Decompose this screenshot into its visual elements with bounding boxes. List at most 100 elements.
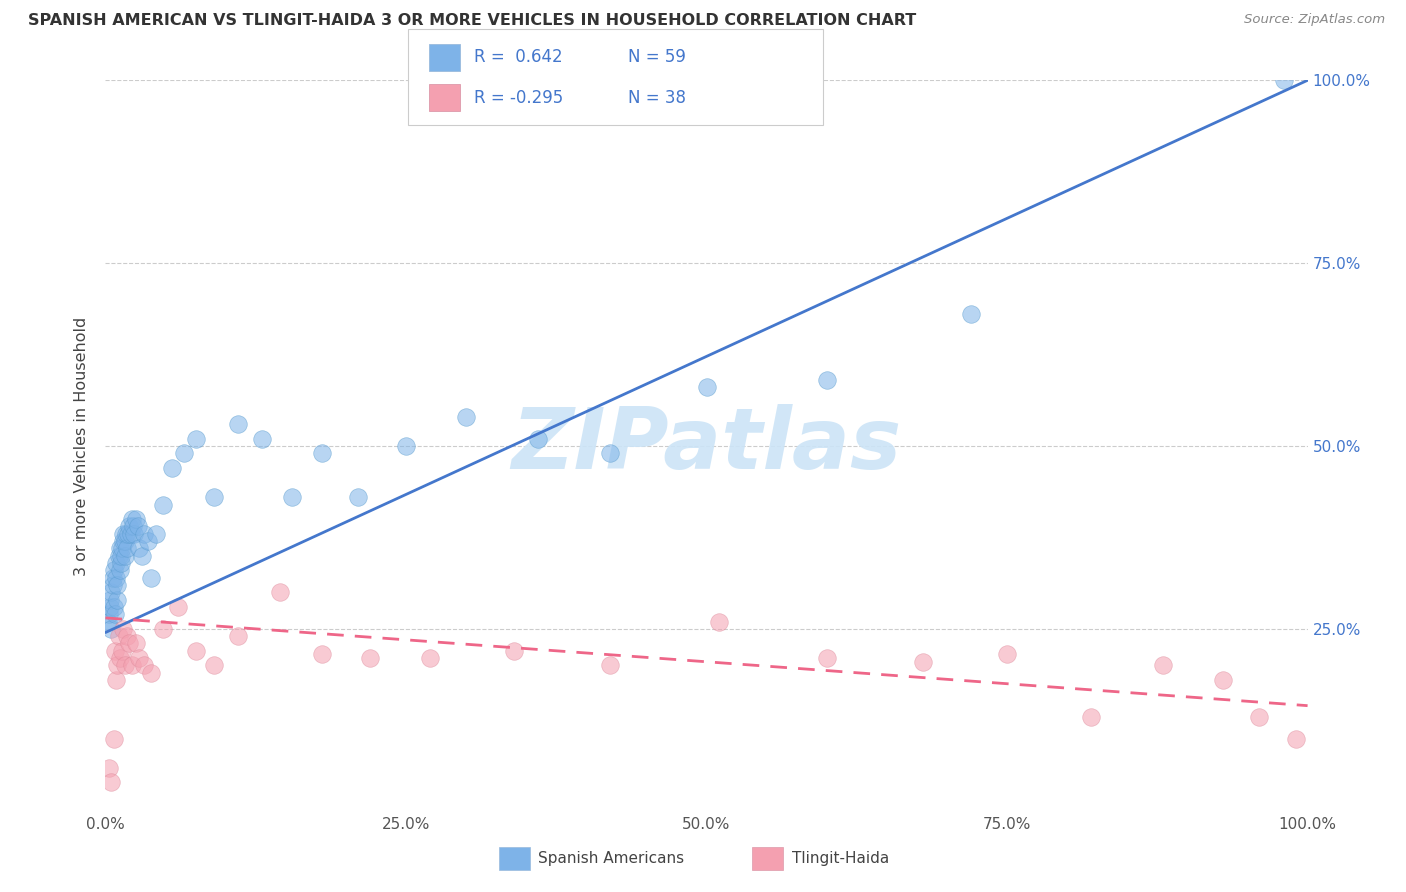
Point: [100, 775, 122, 789]
Point: [105, 673, 128, 687]
Point: [107, 629, 129, 643]
Point: [110, 556, 132, 570]
Point: [103, 731, 125, 746]
Point: [105, 571, 128, 585]
Point: [226, 417, 249, 431]
Point: [98, 592, 121, 607]
Point: [98, 599, 121, 614]
Point: [107, 549, 129, 563]
Point: [114, 549, 136, 563]
Point: [1152, 658, 1174, 673]
Point: [121, 658, 143, 673]
Point: [115, 541, 138, 556]
Point: [112, 526, 135, 541]
Point: [599, 446, 621, 460]
Point: [152, 622, 174, 636]
Point: [269, 585, 291, 599]
Point: [139, 571, 162, 585]
Point: [120, 526, 142, 541]
Point: [107, 592, 129, 607]
Point: [503, 644, 526, 658]
Point: [359, 651, 381, 665]
Point: [124, 512, 146, 526]
Point: [131, 549, 153, 563]
Point: [108, 563, 131, 577]
Point: [122, 519, 145, 533]
Text: Tlingit-Haida: Tlingit-Haida: [792, 851, 889, 865]
Point: [114, 658, 136, 673]
Point: [226, 629, 249, 643]
Point: [1080, 709, 1102, 723]
Point: [311, 648, 333, 662]
Point: [132, 526, 155, 541]
Point: [696, 380, 718, 394]
Point: [127, 519, 149, 533]
Point: [281, 490, 304, 504]
Point: [815, 373, 838, 387]
Point: [202, 490, 225, 504]
Point: [107, 658, 129, 673]
Text: N = 59: N = 59: [628, 48, 686, 67]
Point: [1212, 673, 1234, 687]
Point: [121, 512, 143, 526]
Point: [202, 658, 225, 673]
Text: Spanish Americans: Spanish Americans: [538, 851, 685, 865]
Y-axis label: 3 or more Vehicles in Household: 3 or more Vehicles in Household: [75, 317, 90, 575]
Point: [995, 648, 1018, 662]
Point: [111, 541, 134, 556]
Point: [166, 599, 188, 614]
Text: ZIPatlas: ZIPatlas: [512, 404, 901, 488]
Point: [98, 607, 121, 622]
Point: [100, 585, 122, 599]
Point: [115, 629, 138, 643]
Point: [184, 432, 207, 446]
Point: [100, 622, 122, 636]
Point: [1249, 709, 1271, 723]
Point: [347, 490, 370, 504]
Point: [152, 498, 174, 512]
Text: Source: ZipAtlas.com: Source: ZipAtlas.com: [1244, 13, 1385, 27]
Point: [101, 571, 124, 585]
Point: [527, 432, 550, 446]
Point: [108, 541, 131, 556]
Point: [911, 655, 934, 669]
Text: R =  0.642: R = 0.642: [474, 48, 562, 67]
Point: [145, 526, 167, 541]
Point: [110, 549, 132, 563]
Point: [98, 761, 121, 775]
Point: [250, 432, 273, 446]
Point: [124, 636, 146, 650]
Point: [419, 651, 441, 665]
Point: [311, 446, 333, 460]
Point: [112, 534, 135, 549]
Point: [173, 446, 195, 460]
Text: N = 38: N = 38: [628, 88, 686, 107]
Text: SPANISH AMERICAN VS TLINGIT-HAIDA 3 OR MORE VEHICLES IN HOUSEHOLD CORRELATION CH: SPANISH AMERICAN VS TLINGIT-HAIDA 3 OR M…: [28, 13, 917, 29]
Point: [1272, 73, 1295, 87]
Point: [184, 644, 207, 658]
Point: [454, 409, 477, 424]
Point: [114, 534, 136, 549]
Point: [111, 644, 134, 658]
Point: [97, 615, 120, 629]
Point: [395, 439, 418, 453]
Point: [707, 615, 730, 629]
Point: [108, 651, 131, 665]
Text: R = -0.295: R = -0.295: [474, 88, 562, 107]
Point: [118, 636, 141, 650]
Point: [139, 665, 162, 680]
Point: [104, 644, 127, 658]
Point: [107, 578, 129, 592]
Point: [132, 658, 155, 673]
Point: [128, 651, 150, 665]
Point: [103, 563, 125, 577]
Point: [112, 622, 135, 636]
Point: [599, 658, 621, 673]
Point: [104, 607, 127, 622]
Point: [124, 526, 146, 541]
Point: [115, 526, 138, 541]
Point: [960, 307, 983, 321]
Point: [160, 461, 183, 475]
Point: [118, 519, 141, 533]
Point: [117, 526, 139, 541]
